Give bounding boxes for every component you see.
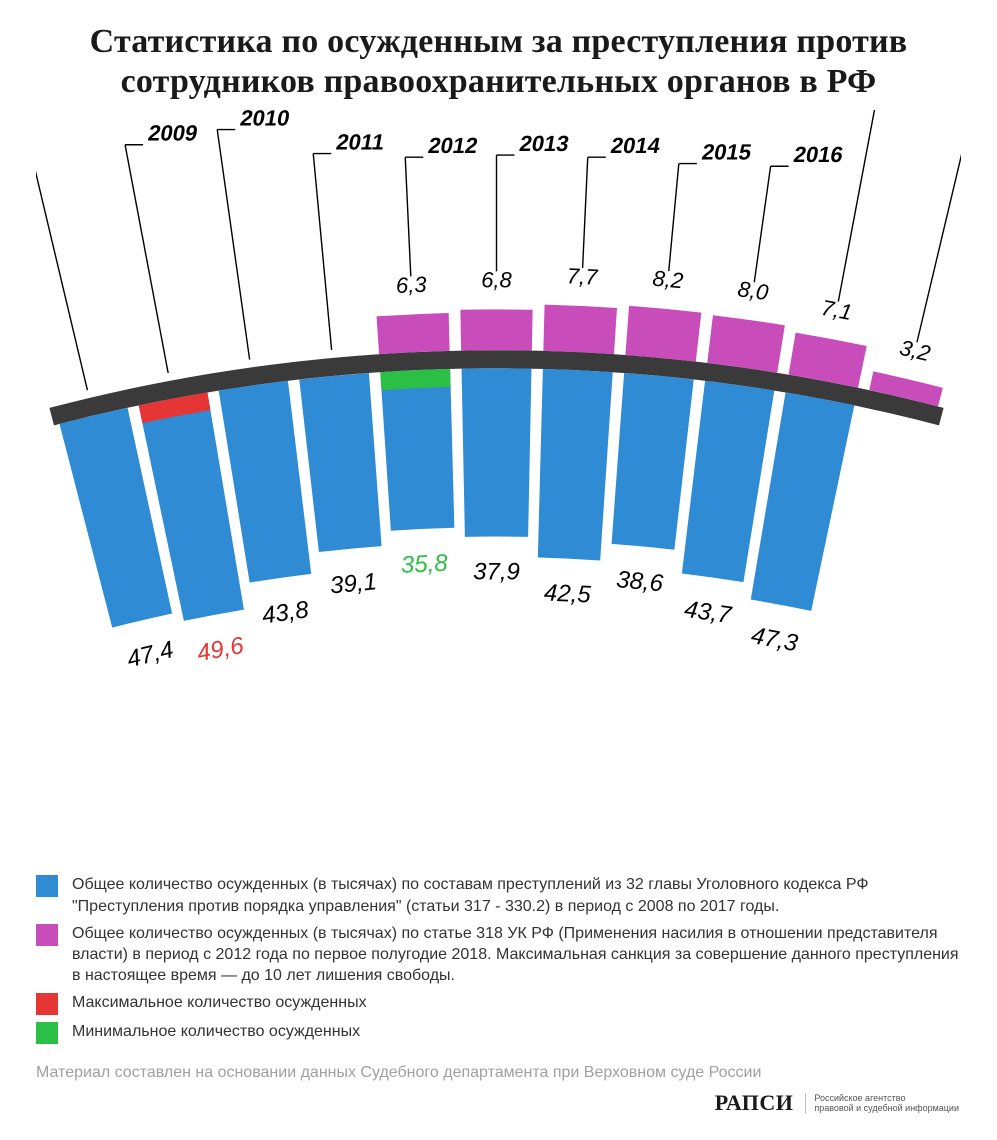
bar-total [299, 373, 381, 552]
bar-article318 [460, 310, 532, 351]
bar-article318 [543, 305, 617, 355]
value-total: 43,7 [683, 596, 735, 629]
leader-line [405, 157, 411, 276]
logo-main: РАПСИ [715, 1090, 794, 1116]
legend-row: Общее количество осужденных (в тысячах) … [36, 923, 961, 986]
value-total: 47,3 [749, 622, 801, 657]
year-label: 2011 [334, 130, 386, 155]
logo-sub: Российское агентство правовой и судебной… [805, 1093, 959, 1113]
legend-swatch [36, 1022, 58, 1044]
bar-total [462, 368, 532, 537]
value-article318: 8,0 [736, 276, 771, 305]
bar-total [380, 369, 454, 531]
leader-line [36, 110, 87, 390]
value-total: 42,5 [543, 580, 592, 609]
year-label: 2013 [518, 131, 571, 156]
legend-swatch [36, 875, 58, 897]
leader-line [217, 130, 249, 360]
legend: Общее количество осужденных (в тысячах) … [36, 874, 961, 1050]
year-label: 2012 [426, 134, 479, 159]
legend-swatch [36, 993, 58, 1015]
leader-line [917, 110, 961, 342]
bar-article318 [707, 315, 785, 373]
source-note: Материал составлен на основании данных С… [36, 1064, 961, 1082]
legend-text: Максимальное количество осужденных [72, 992, 961, 1015]
footer-logo: РАПСИ Российское агентство правовой и су… [36, 1090, 961, 1116]
value-total: 47,4 [124, 636, 176, 673]
value-article318: 7,1 [819, 295, 854, 325]
legend-text: Минимальное количество осужденных [72, 1021, 961, 1044]
legend-swatch [36, 924, 58, 946]
legend-text: Общее количество осужденных (в тысячах) … [72, 923, 961, 986]
legend-row: Максимальное количество осужденных [36, 992, 961, 1015]
year-label: 2015 [700, 140, 753, 165]
bar-article318 [625, 306, 701, 362]
value-article318: 8,2 [652, 266, 685, 294]
bar-article318 [377, 313, 450, 354]
leader-line [669, 164, 679, 271]
page-title: Статистика по осужденным за преступления… [36, 22, 961, 102]
bar-min-tip [380, 369, 450, 390]
legend-text: Общее количество осужденных (в тысячах) … [72, 874, 961, 916]
leader-line [838, 110, 876, 302]
year-label: 2016 [792, 143, 845, 168]
year-label: 2009 [146, 121, 199, 146]
bar-total [538, 369, 613, 561]
value-total: 38,6 [615, 566, 665, 597]
leader-line [754, 166, 770, 282]
value-article318: 6,3 [395, 272, 427, 298]
value-total: 39,1 [329, 568, 378, 599]
value-total: 35,8 [400, 550, 449, 579]
value-total: 43,8 [260, 596, 311, 629]
value-total: 49,6 [195, 632, 247, 667]
chart: 47,4200849,6200943,8201039,1201135,86,32… [36, 110, 961, 868]
legend-row: Минимальное количество осужденных [36, 1021, 961, 1044]
year-label: 2010 [238, 110, 291, 131]
leader-line [583, 157, 588, 268]
leader-line [125, 145, 168, 373]
legend-row: Общее количество осужденных (в тысячах) … [36, 874, 961, 916]
leader-line [313, 154, 331, 350]
bar-total [612, 373, 694, 550]
year-label: 2014 [609, 134, 663, 159]
value-total: 37,9 [473, 559, 520, 586]
value-article318: 3,2 [897, 335, 933, 366]
